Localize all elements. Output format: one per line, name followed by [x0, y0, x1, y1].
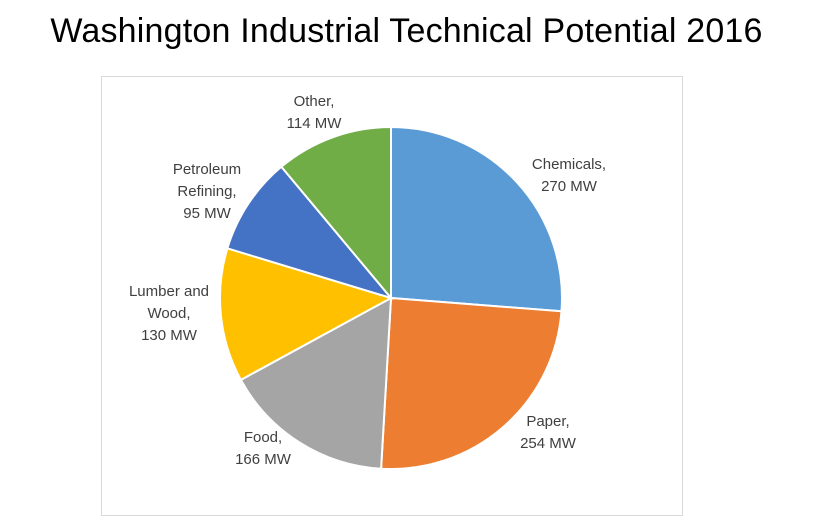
slice-label-chemicals: Chemicals, 270 MW	[532, 156, 606, 195]
slice-label-line: 130 MW	[141, 327, 198, 344]
slice-label-line: 254 MW	[520, 435, 577, 452]
pie-slice-food	[239, 296, 393, 470]
slice-label-petroleum-refining: Petroleum Refining, 95 MW	[173, 161, 241, 222]
slice-label-line: Wood,	[147, 305, 190, 322]
pie-slices	[219, 125, 563, 470]
pie-slice-chemicals	[390, 125, 563, 313]
slice-label-line: 114 MW	[287, 115, 343, 132]
slice-label-line: 270 MW	[541, 178, 598, 195]
page-title: Washington Industrial Technical Potentia…	[50, 12, 763, 50]
slice-label-lumber-and-wood: Lumber and Wood, 130 MW	[129, 283, 209, 344]
pie-slice-lumber-and-wood	[219, 247, 394, 382]
pie-slice-paper	[380, 296, 563, 470]
slice-label-line: Lumber and	[129, 283, 209, 300]
pie-chart-svg: Chemicals, 270 MW Paper, 254 MW Food, 166 MW L…	[129, 93, 606, 470]
slice-label-line: Refining,	[177, 183, 236, 200]
slice-label-line: 95 MW	[183, 205, 231, 222]
slice-label-other: Other, 114 MW	[287, 93, 343, 132]
slice-label-line: Chemicals,	[532, 156, 606, 173]
slice-labels: Chemicals, 270 MW Paper, 254 MW Food, 166 MW L…	[129, 93, 606, 468]
pie-slice-other	[279, 125, 392, 301]
slice-label-line: Other,	[294, 93, 335, 110]
slice-label-food: Food, 166 MW	[235, 429, 292, 468]
slice-label-line: Paper,	[526, 413, 569, 430]
slice-label-line: Petroleum	[173, 161, 241, 178]
slice-label-line: 166 MW	[235, 451, 292, 468]
slice-label-paper: Paper, 254 MW	[520, 413, 577, 452]
slice-label-line: Food,	[244, 429, 282, 446]
pie-chart: Chemicals, 270 MW Paper, 254 MW Food, 166 MW L…	[101, 76, 683, 516]
pie-slice-petroleum-refining	[226, 165, 394, 300]
